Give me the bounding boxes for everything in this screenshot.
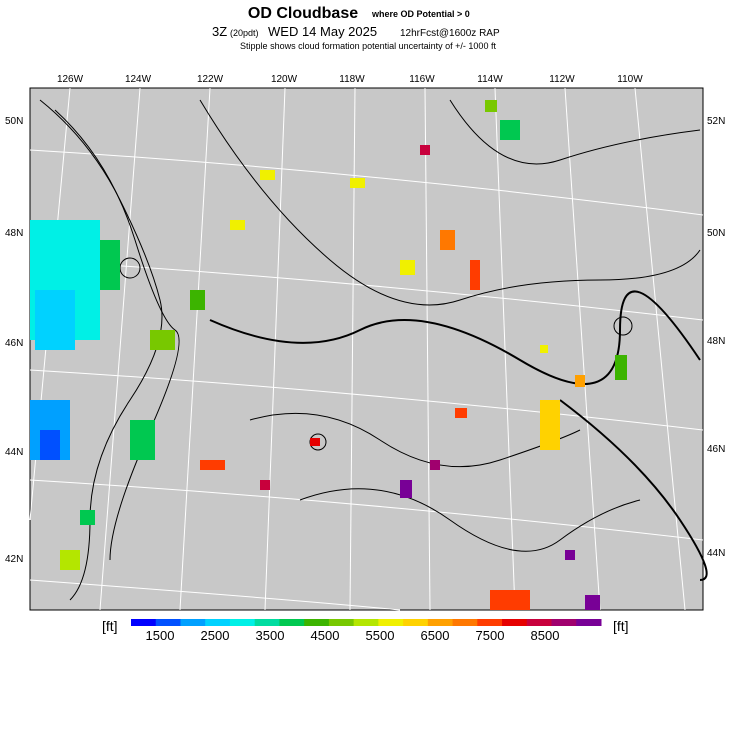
lon-label: 126W	[57, 74, 84, 85]
colorbar-label: 1500	[146, 628, 175, 643]
cloudbase-patch	[350, 178, 365, 188]
colorbar-swatch	[353, 619, 379, 626]
cloudbase-patch	[430, 460, 440, 470]
colorbar-label: 3500	[256, 628, 285, 643]
cloudbase-patch	[400, 260, 415, 275]
colorbar-unit: [ft]	[613, 618, 629, 634]
lat-label: 50N	[5, 116, 23, 127]
colorbar-swatch	[205, 619, 231, 626]
lat-label: 50N	[707, 228, 725, 239]
cloudbase-patch	[540, 400, 560, 450]
colorbar-label: 7500	[476, 628, 505, 643]
cloudbase-patch	[470, 260, 480, 290]
cloudbase-patch	[40, 430, 60, 460]
lat-label: 46N	[5, 338, 23, 349]
colorbar-label: 2500	[201, 628, 230, 643]
cloudbase-patch	[440, 230, 455, 250]
colorbar-swatch	[403, 619, 429, 626]
lon-label: 110W	[617, 74, 643, 85]
lon-label: 116W	[409, 74, 435, 85]
cloudbase-patch	[500, 120, 520, 140]
colorbar-swatch	[254, 619, 280, 626]
cloudbase-patch	[455, 408, 467, 418]
cloudbase-patch	[190, 290, 205, 310]
lat-label: 48N	[707, 336, 725, 347]
colorbar-swatch	[131, 619, 157, 626]
timezone: (20pdt)	[230, 28, 259, 38]
cloudbase-patch	[260, 480, 270, 490]
cloudbase-patches	[30, 100, 627, 610]
lon-label: 112W	[549, 74, 575, 85]
lat-label: 42N	[5, 554, 23, 565]
lat-label: 44N	[5, 447, 23, 458]
cloudbase-patch	[575, 375, 585, 387]
cloudbase-patch	[100, 240, 120, 290]
cloudbase-patch	[565, 550, 575, 560]
colorbar-swatch	[229, 619, 256, 626]
colorbar-label: 8500	[531, 628, 560, 643]
lat-label: 52N	[707, 116, 725, 127]
colorbar-swatch	[551, 619, 577, 626]
colorbar-swatch	[304, 619, 330, 626]
cloudbase-patch	[615, 355, 627, 380]
colorbar-unit: [ft]	[102, 618, 118, 634]
colorbar-swatch	[427, 619, 454, 626]
cloudbase-patch	[80, 510, 95, 525]
stipple-note: Stipple shows cloud formation potential …	[240, 41, 496, 51]
colorbar-swatch	[502, 619, 528, 626]
colorbar-label: 5500	[366, 628, 395, 643]
cloudbase-patch	[35, 290, 75, 350]
colorbar-swatch	[155, 619, 181, 626]
colorbar-swatch	[526, 619, 553, 626]
colorbar-label: 4500	[311, 628, 340, 643]
lon-label: 120W	[271, 74, 298, 85]
forecast: 12hrFcst@1600z RAP	[400, 28, 500, 39]
cloudbase-patch	[420, 145, 430, 155]
colorbar-swatch	[328, 619, 355, 626]
cloudbase-patch	[200, 460, 225, 470]
cloudbase-patch	[260, 170, 275, 180]
title-note: where OD Potential > 0	[371, 9, 470, 19]
colorbar-swatch	[452, 619, 478, 626]
cloudbase-patch	[60, 550, 80, 570]
cloudbase-patch	[130, 420, 155, 460]
lat-label: 44N	[707, 548, 725, 559]
colorbar-swatch	[477, 619, 503, 626]
colorbar-label: 6500	[421, 628, 450, 643]
lon-label: 122W	[197, 74, 224, 85]
lon-label: 114W	[477, 74, 503, 85]
lat-label: 48N	[5, 228, 23, 239]
cloudbase-patch	[540, 345, 548, 353]
cloudbase-patch	[150, 330, 175, 350]
colorbar-swatch	[180, 619, 206, 626]
cloudbase-patch	[485, 100, 497, 112]
cloudbase-patch	[230, 220, 245, 230]
date: WED 14 May 2025	[268, 24, 377, 39]
cloudbase-patch	[310, 438, 320, 446]
colorbar-swatch	[576, 619, 602, 626]
map-area	[29, 87, 704, 611]
time: 3Z	[212, 24, 227, 39]
colorbar: [ft] [ft] 1500 2500 3500 4500 5500 6500 7500 8500	[102, 618, 629, 643]
title: OD Cloudbase	[248, 5, 358, 22]
cloudbase-patch	[585, 595, 600, 610]
colorbar-swatch	[378, 619, 404, 626]
colorbar-swatch	[279, 619, 305, 626]
cloudbase-patch	[490, 590, 530, 610]
cloudbase-patch	[400, 480, 412, 498]
lon-label: 124W	[125, 74, 152, 85]
lon-label: 118W	[339, 74, 365, 85]
lat-label: 46N	[707, 444, 725, 455]
